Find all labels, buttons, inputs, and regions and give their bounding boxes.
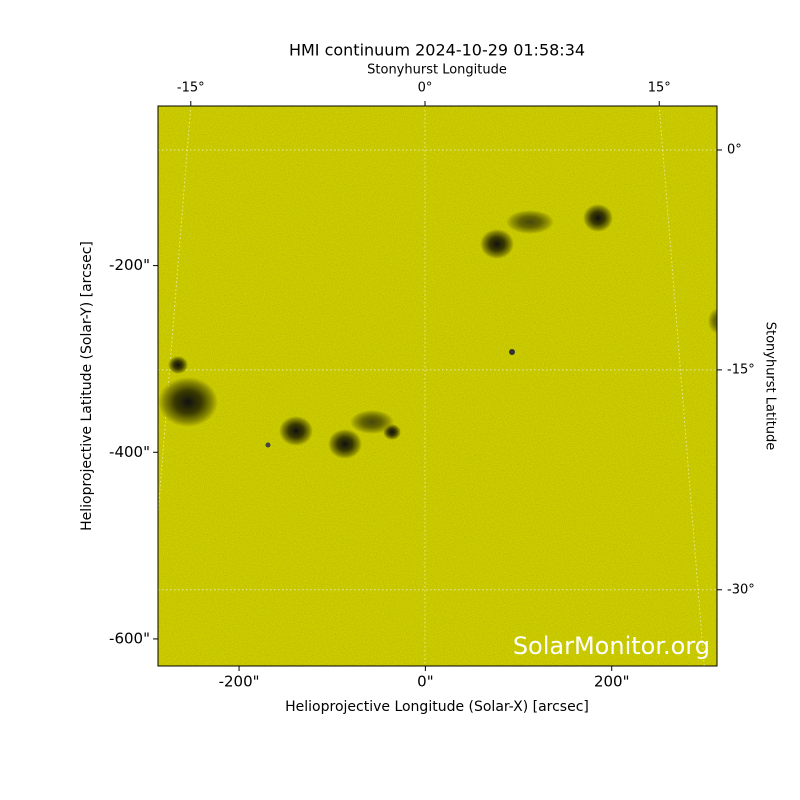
- x2-tick-label: 15°: [648, 81, 671, 96]
- y-tick-label: -600": [109, 629, 150, 647]
- x2-tick-label: -15°: [177, 81, 205, 96]
- solar-granulation: [158, 106, 717, 666]
- y-axis-label: Helioprojective Latitude (Solar-Y) [arcs…: [79, 241, 95, 531]
- y-tick-label: -400": [109, 443, 150, 461]
- y2-tick-label: 0°: [727, 142, 742, 157]
- longitude-grid-line: [658, 106, 705, 666]
- y-tick-label: -200": [109, 256, 150, 274]
- y2-tick-label: -30°: [727, 582, 755, 597]
- x-tick-label: -200": [219, 673, 260, 691]
- y2-axis-label: Stonyhurst Latitude: [763, 322, 778, 451]
- x-tick-label: 0": [417, 673, 433, 691]
- x2-axis-label: Stonyhurst Longitude: [367, 63, 507, 78]
- x2-tick-label: 0°: [418, 81, 433, 96]
- x-axis-label: Helioprojective Longitude (Solar-X) [arc…: [285, 699, 589, 715]
- y2-tick-label: -15°: [727, 362, 755, 377]
- image-layer: [158, 106, 717, 666]
- watermark: SolarMonitor.org: [513, 632, 710, 660]
- x-tick-label: 200": [594, 673, 630, 691]
- chart-title: HMI continuum 2024-10-29 01:58:34: [289, 41, 585, 60]
- sunspots: [158, 204, 717, 459]
- plot-frame: [157, 105, 718, 667]
